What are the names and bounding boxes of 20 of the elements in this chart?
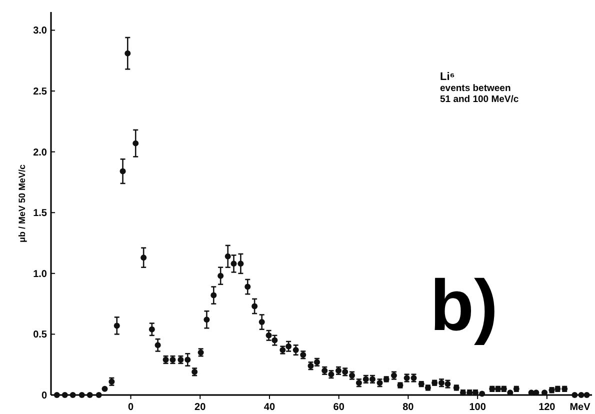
y-tick-label: 0.5	[33, 330, 48, 341]
y-tick-label: 0	[41, 390, 48, 402]
y-tick-label: 2.0	[33, 147, 48, 158]
x-tick-label: 80	[402, 402, 414, 413]
x-tick-label: 0	[128, 402, 134, 413]
annotation: events between	[440, 83, 511, 94]
y-tick-label: 2.5	[33, 86, 48, 98]
x-tick-label: 40	[264, 402, 276, 413]
y-tick-label: 1.5	[33, 208, 48, 220]
y-tick-label: 1.0	[33, 268, 48, 280]
y-axis-title: μb / MeV 50 MeV/c	[17, 164, 27, 243]
x-tick-label: 20	[194, 402, 206, 413]
x-tick-label: 120	[538, 402, 556, 413]
annotation: b)	[430, 266, 498, 346]
x-axis-title: MeV	[570, 402, 591, 413]
x-tick-label: 60	[333, 402, 345, 413]
annotation: 51 and 100 MeV/c	[440, 94, 519, 105]
x-tick-label: 100	[469, 402, 486, 413]
annotation: Li⁶	[440, 71, 455, 83]
y-tick-label: 3.0	[33, 26, 48, 37]
